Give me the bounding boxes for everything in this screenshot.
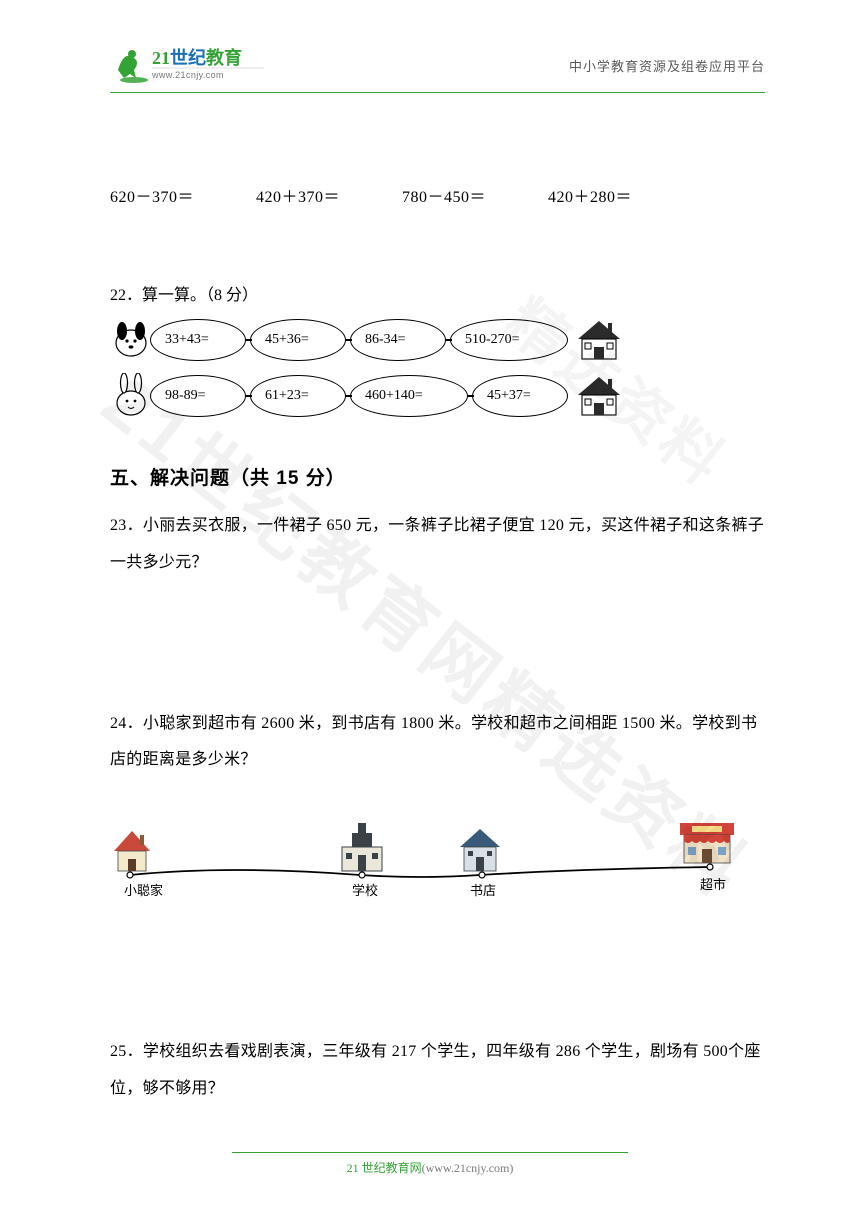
equation-4: 420＋280＝ (548, 183, 632, 207)
q24-text: 24．小聪家到超市有 2600 米，到书店有 1800 米。学校和超市之间相距 … (110, 706, 765, 780)
page-root: 21世纪教育网精选资料 精选资料 21世纪教育 www.21cnjy.com 中… (0, 0, 860, 1216)
dog-icon (110, 317, 152, 363)
header-rule (110, 92, 765, 93)
footer-rule (232, 1152, 628, 1153)
q22-oval-1-2: 45+36= (250, 319, 346, 361)
q22-title: 22．算一算。（8 分） (110, 281, 765, 305)
house-icon (572, 373, 626, 419)
footer-text: 21 世纪教育网(www.21cnjy.com) (0, 1159, 860, 1176)
q22-oval-1-4: 510-270= (450, 319, 568, 361)
svg-text:www.21cnjy.com: www.21cnjy.com (151, 70, 224, 80)
q22-oval-2-2: 61+23= (250, 375, 346, 417)
equation-3: 780－450＝ (402, 183, 486, 207)
q24-map: 小聪家 学校 书店 (110, 789, 765, 914)
footer-domain: (www.21cnjy.com) (422, 1161, 514, 1175)
svg-text:超市: 超市 (700, 877, 726, 892)
q22-oval-2-3: 460+140= (350, 375, 468, 417)
equation-1: 620－370＝ (110, 183, 194, 207)
q22-row1: 33+43= 45+36= 86-34= 510-270= (110, 317, 765, 363)
q22-row2: 98-89= 61+23= 460+140= 45+37= (110, 373, 765, 419)
page-footer: 21 世纪教育网(www.21cnjy.com) (0, 1152, 860, 1176)
house-icon (572, 317, 626, 363)
q23-text: 23．小丽去买衣服，一件裙子 650 元，一条裤子比裙子便宜 120 元，买这件… (110, 508, 765, 582)
equation-2: 420＋370＝ (256, 183, 340, 207)
map-svg: 小聪家 学校 书店 (110, 789, 750, 909)
q22-oval-2-1: 98-89= (150, 375, 246, 417)
map-school-icon (342, 823, 382, 871)
header-right-text: 中小学教育资源及组卷应用平台 (569, 40, 765, 75)
logo-icon: 21世纪教育 www.21cnjy.com (110, 40, 270, 86)
svg-text:学校: 学校 (352, 883, 378, 898)
map-house-icon (114, 831, 150, 871)
q22-oval-1-3: 86-34= (350, 319, 446, 361)
map-supermarket-icon (680, 823, 734, 863)
q25-text: 25．学校组织去看戏剧表演，三年级有 217 个学生，四年级有 286 个学生，… (110, 1034, 765, 1108)
logo: 21世纪教育 www.21cnjy.com (110, 40, 270, 86)
equation-row: 620－370＝ 420＋370＝ 780－450＝ 420＋280＝ (110, 183, 765, 207)
rabbit-icon (110, 373, 152, 419)
q22-oval-1-1: 33+43= (150, 319, 246, 361)
footer-brand: 21 世纪教育网 (347, 1161, 422, 1175)
map-bookstore-icon (460, 829, 500, 871)
svg-text:小聪家: 小聪家 (124, 883, 163, 898)
section5-title: 五、解决问题（共 15 分） (110, 463, 765, 490)
q22-oval-2-4: 45+37= (472, 375, 568, 417)
page-header: 21世纪教育 www.21cnjy.com 中小学教育资源及组卷应用平台 (110, 40, 765, 86)
svg-text:21世纪教育: 21世纪教育 (152, 47, 242, 68)
svg-text:书店: 书店 (470, 883, 496, 898)
